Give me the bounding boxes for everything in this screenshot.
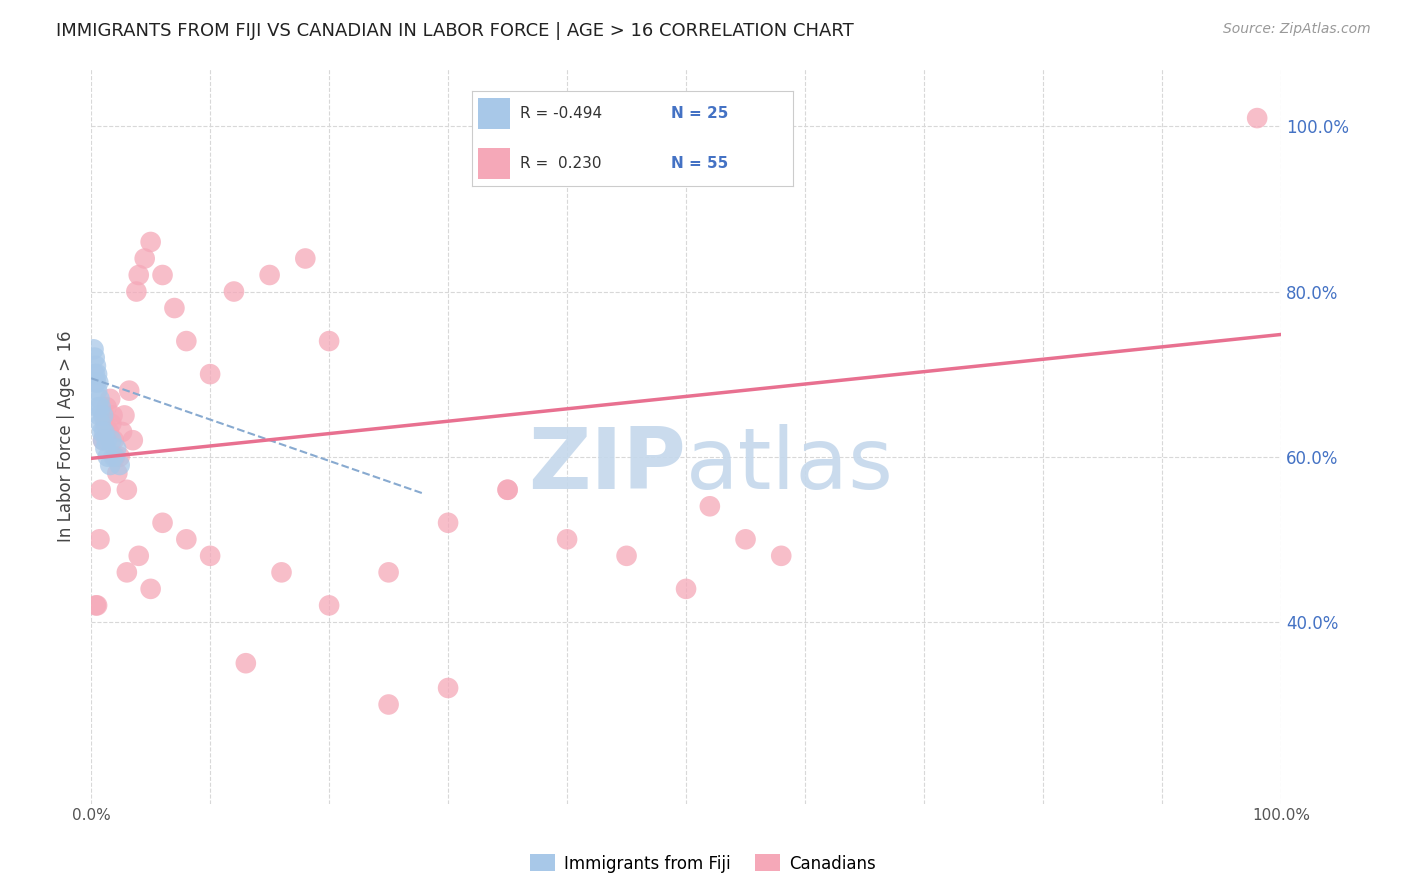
Point [377,566,399,580]
Point [101,409,124,423]
Point [91,409,114,423]
Point [83,367,105,381]
Point [105,442,128,456]
Point [90,417,112,431]
Text: atlas: atlas [686,424,894,507]
Point [108,458,131,472]
Point [377,698,399,712]
Point [111,425,134,439]
Point [114,409,136,423]
Point [115,483,138,497]
Point [270,566,292,580]
Point [235,657,257,671]
Point [734,533,756,547]
Point [437,516,460,530]
Point [90,483,112,497]
Point [496,483,519,497]
Point [699,500,721,514]
Text: Source: ZipAtlas.com: Source: ZipAtlas.com [1223,22,1371,37]
Point [94,442,117,456]
Point [84,599,107,613]
Point [437,681,460,695]
Point [222,285,245,299]
Point [91,433,114,447]
Point [100,417,122,431]
Point [139,582,162,596]
Point [93,409,115,423]
Point [89,409,111,423]
Point [98,392,121,406]
Point [104,450,127,464]
Legend: Immigrants from Fiji, Canadians: Immigrants from Fiji, Canadians [524,847,882,880]
Point [103,433,125,447]
Point [105,467,128,481]
Point [98,458,121,472]
Point [94,417,117,431]
Point [98,425,121,439]
Point [128,549,150,563]
Point [555,533,578,547]
Point [100,433,122,447]
Point [96,433,118,447]
Point [128,268,150,282]
Point [616,549,638,563]
Point [176,533,198,547]
Point [86,599,108,613]
Point [139,235,162,249]
Point [89,392,111,406]
Point [108,450,131,464]
Point [91,433,114,447]
Point [121,433,143,447]
Point [90,400,112,414]
Point [96,400,118,414]
Point [198,367,221,381]
Point [84,376,107,390]
Point [1246,111,1268,125]
Point [259,268,281,282]
Point [770,549,793,563]
Point [87,400,110,414]
Point [84,359,107,373]
Point [163,301,186,315]
Point [152,516,174,530]
Point [89,533,111,547]
Point [125,285,148,299]
Point [675,582,697,596]
Point [87,376,110,390]
Point [93,425,115,439]
Y-axis label: In Labor Force | Age > 16: In Labor Force | Age > 16 [58,330,75,541]
Point [90,425,112,439]
Point [97,450,120,464]
Point [115,566,138,580]
Point [152,268,174,282]
Point [118,384,141,398]
Point [134,252,156,266]
Point [318,599,340,613]
Point [496,483,519,497]
Point [198,549,221,563]
Text: ZIP: ZIP [529,424,686,507]
Point [294,252,316,266]
Text: IMMIGRANTS FROM FIJI VS CANADIAN IN LABOR FORCE | AGE > 16 CORRELATION CHART: IMMIGRANTS FROM FIJI VS CANADIAN IN LABO… [56,22,853,40]
Point [176,334,198,348]
Point [103,450,125,464]
Point [86,367,108,381]
Point [83,343,105,357]
Point [83,351,105,365]
Point [86,384,108,398]
Point [318,334,340,348]
